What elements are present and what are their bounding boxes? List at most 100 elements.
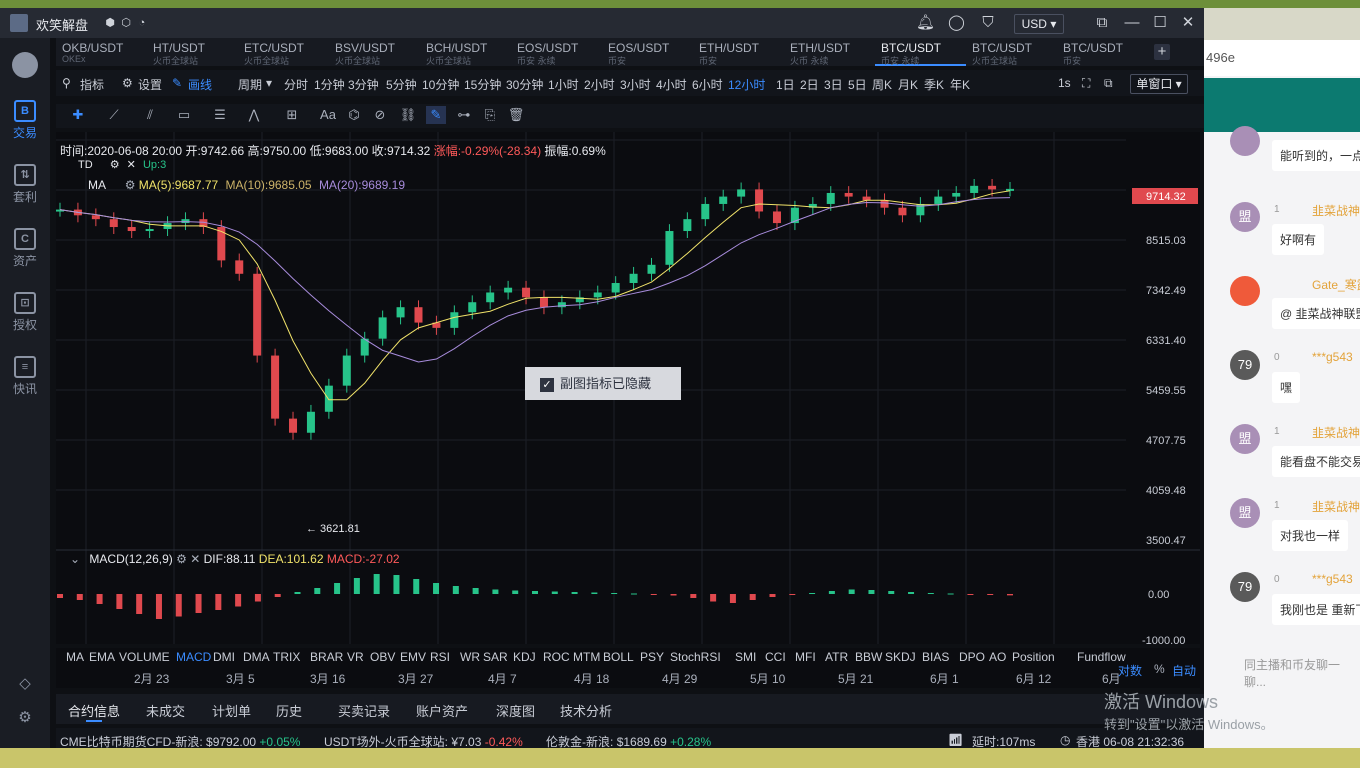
period-item[interactable]: 15分钟: [464, 78, 502, 92]
pair-tab[interactable]: ETC/USDT 火币全球站: [238, 38, 329, 66]
bottom-tab[interactable]: 合约信息: [68, 704, 121, 719]
period-item[interactable]: 10分钟: [422, 78, 460, 92]
pen-icon[interactable]: ✎: [426, 106, 446, 124]
period-item[interactable]: 4小时: [656, 78, 687, 92]
eraser-icon[interactable]: ⊘: [374, 107, 386, 122]
text-tool-icon[interactable]: Aa: [320, 107, 336, 122]
pair-tab[interactable]: BSV/USDT 火币全球站: [329, 38, 420, 66]
maximize-icon[interactable]: ☐: [1153, 14, 1167, 31]
indicator-tab[interactable]: ROC: [543, 650, 570, 664]
period-item[interactable]: 3分钟: [348, 78, 379, 92]
bottom-tab[interactable]: 未成交: [146, 704, 186, 719]
chat-avatar[interactable]: 79: [1230, 572, 1260, 602]
chat-avatar[interactable]: 盟: [1230, 424, 1260, 454]
minimize-icon[interactable]: —: [1124, 14, 1140, 31]
indicator-tab[interactable]: KDJ: [513, 650, 536, 664]
crosshair-icon[interactable]: ✚: [72, 107, 84, 122]
indicator-tab[interactable]: SMI: [735, 650, 757, 664]
pattern-tool-icon[interactable]: ⫽: [147, 107, 153, 122]
indicator-tab[interactable]: ATR: [825, 650, 849, 664]
rect-tool-icon[interactable]: ▭: [177, 107, 191, 122]
chat-username[interactable]: ***g543: [1312, 350, 1353, 364]
td-close-icon[interactable]: ✕: [126, 159, 136, 171]
chat-username[interactable]: 韭菜战神: [1312, 500, 1360, 514]
nav-news[interactable]: ≡ 快讯: [0, 352, 50, 406]
close-icon[interactable]: ✕: [1181, 14, 1195, 31]
link-icon[interactable]: ⛓: [399, 107, 417, 122]
chat-avatar[interactable]: [1230, 126, 1260, 156]
bottom-tab[interactable]: 历史: [276, 704, 303, 719]
indicator-tab[interactable]: PSY: [640, 650, 665, 664]
chat-avatar[interactable]: 79: [1230, 350, 1260, 380]
nav-trade[interactable]: B 交易: [0, 96, 50, 150]
indicator-tab[interactable]: Position: [1012, 650, 1055, 664]
indicator-tab[interactable]: BOLL: [603, 650, 634, 664]
settings-button[interactable]: 设置: [138, 78, 163, 92]
indicator-tab[interactable]: SKDJ: [885, 650, 916, 664]
period-item[interactable]: 3小时: [620, 78, 651, 92]
period-item[interactable]: 3日: [824, 78, 843, 92]
chat-username[interactable]: Gate_寒露: [1312, 278, 1360, 292]
bottom-tab[interactable]: 计划单: [212, 704, 252, 719]
shirt-icon[interactable]: ⛉: [982, 14, 994, 31]
indicator-tab[interactable]: DPO: [959, 650, 986, 664]
parallel-tool-icon[interactable]: ☰: [214, 107, 226, 122]
line-tool-icon[interactable]: ⟋: [109, 107, 119, 122]
magnet-icon[interactable]: ⌬: [348, 107, 360, 122]
settings-gear-icon[interactable]: ⚙: [18, 709, 32, 726]
nav-authorize[interactable]: ⊡ 授权: [0, 288, 50, 342]
ma-settings-icon[interactable]: ⚙: [124, 178, 136, 192]
pair-tab[interactable]: OKB/USDT OKEx: [56, 38, 147, 66]
indicator-tab[interactable]: DMA: [243, 650, 270, 664]
pair-tab[interactable]: EOS/USDT 币安 永续: [511, 38, 602, 66]
period-item[interactable]: 12小时: [728, 78, 766, 92]
wave-tool-icon[interactable]: ⋀: [248, 107, 260, 122]
period-item[interactable]: 5分钟: [386, 78, 417, 92]
pair-tab[interactable]: HT/USDT 火币全球站: [147, 38, 238, 66]
period-item[interactable]: 2小时: [584, 78, 615, 92]
indicator-tab[interactable]: AO: [989, 650, 1007, 664]
pair-tab[interactable]: BCH/USDT 火币全球站: [420, 38, 511, 66]
period-label[interactable]: 周期: [238, 78, 263, 92]
period-item[interactable]: 2日: [800, 78, 819, 92]
indicator-tab[interactable]: SAR: [483, 650, 508, 664]
indicator-tab[interactable]: Fundflow: [1077, 650, 1126, 664]
chat-avatar[interactable]: 盟: [1230, 498, 1260, 528]
indicator-tab[interactable]: DMI: [213, 650, 235, 664]
pair-tab[interactable]: ETH/USDT 火币 永续: [784, 38, 875, 66]
nav-arbitrage[interactable]: ⇅ 套利: [0, 160, 50, 214]
period-item[interactable]: 1小时: [548, 78, 579, 92]
period-item[interactable]: 1日: [776, 78, 795, 92]
indicator-tab[interactable]: CCI: [765, 650, 786, 664]
pair-tab[interactable]: BTC/USDT 火币全球站: [966, 38, 1057, 66]
measure-tool-icon[interactable]: ⊞: [286, 107, 298, 122]
period-item[interactable]: 季K: [924, 78, 945, 92]
indicator-tab[interactable]: EMV: [400, 650, 427, 664]
indicator-tab[interactable]: BRAR: [310, 650, 344, 664]
period-item[interactable]: 1分钟: [314, 78, 345, 92]
draw-button[interactable]: 画线: [188, 78, 213, 92]
single-window-select[interactable]: 单窗口 ▾: [1130, 74, 1188, 94]
indicator-tab[interactable]: EMA: [89, 650, 116, 664]
td-settings-icon[interactable]: ⚙: [109, 159, 120, 171]
indicator-tab[interactable]: BBW: [855, 650, 883, 664]
pair-tab[interactable]: ETH/USDT 币安: [693, 38, 784, 66]
sub-indicator-hidden-toggle[interactable]: ✓ 副图指标已隐藏: [525, 367, 681, 400]
chat-username[interactable]: 韭菜战神: [1312, 204, 1360, 218]
indicator-tab[interactable]: MFI: [795, 650, 816, 664]
copy-icon[interactable]: ⎘: [484, 107, 496, 122]
chat-username[interactable]: ***g543: [1312, 572, 1353, 586]
indicator-tab[interactable]: RSI: [430, 650, 451, 664]
period-item[interactable]: 30分钟: [506, 78, 544, 92]
popout-chart-icon[interactable]: ⧉: [1104, 76, 1113, 90]
period-item[interactable]: 5日: [848, 78, 867, 92]
indicator-tab[interactable]: MACD: [176, 650, 212, 664]
popout-icon[interactable]: ⧉: [1096, 14, 1108, 31]
macd-close-icon[interactable]: ✕: [190, 552, 201, 566]
percent-scale-toggle[interactable]: %: [1154, 662, 1165, 676]
second-select[interactable]: 1s: [1058, 76, 1071, 90]
indicator-tab[interactable]: MTM: [573, 650, 601, 664]
nav-assets[interactable]: C 资产: [0, 224, 50, 278]
bottom-tab[interactable]: 技术分析: [560, 704, 613, 719]
user-avatar-icon[interactable]: [10, 14, 28, 32]
